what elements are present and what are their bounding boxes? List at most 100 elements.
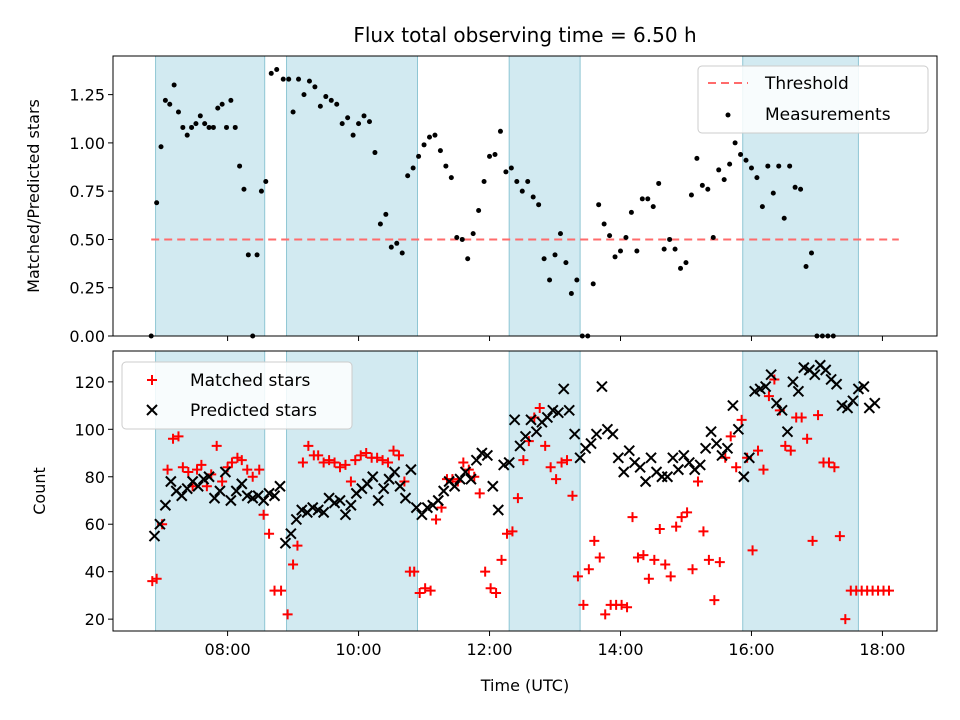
matched-point (682, 507, 693, 518)
predicted-point (738, 471, 750, 483)
measurement-point (210, 124, 216, 130)
measurement-point (541, 256, 547, 262)
predicted-point (372, 494, 384, 507)
measurement-point (596, 202, 602, 208)
matched-point (763, 391, 774, 402)
measurement-point (175, 109, 181, 115)
matched-point (501, 528, 512, 539)
predicted-point (339, 509, 352, 521)
measurement-point (514, 179, 520, 185)
matched-point (324, 455, 335, 466)
measurement-point (487, 153, 493, 159)
ratio-panel-frame (112, 55, 938, 337)
predicted-point (841, 402, 854, 414)
predicted-point (334, 494, 346, 507)
measurement-point (634, 248, 640, 254)
measurement-point (590, 281, 596, 287)
matched-point (496, 554, 507, 565)
predicted-point (236, 478, 248, 490)
matched-point (361, 448, 372, 459)
measurement-point (154, 200, 160, 206)
y-tick-label: 0.50 (69, 230, 105, 249)
measurement-point (224, 124, 230, 130)
predicted-point (645, 452, 657, 464)
predicted-point (759, 380, 772, 393)
y-tick-label: 1.25 (69, 86, 105, 105)
matched-point (654, 523, 665, 534)
matched-point (545, 462, 556, 473)
measurement-point (263, 179, 269, 185)
measurement-point (193, 121, 199, 127)
matched-point (474, 488, 485, 499)
matched-point (747, 545, 758, 556)
matched-point (192, 464, 203, 475)
predicted-point (770, 397, 783, 409)
measurement-point (237, 163, 243, 169)
matched-point (355, 450, 366, 461)
predicted-point (361, 478, 374, 490)
matched-point (425, 585, 436, 596)
predicted-point (710, 437, 723, 450)
predicted-point (776, 404, 788, 417)
predicted-point (721, 442, 734, 454)
predicted-point (574, 452, 586, 464)
predicted-point (410, 501, 423, 514)
predicted-point (367, 471, 379, 483)
predicted-point (705, 425, 717, 438)
predicted-point (432, 494, 444, 507)
predicted-point (781, 425, 794, 438)
measurement-point (312, 84, 318, 90)
legend-box (121, 361, 353, 430)
measurement-point (699, 182, 705, 188)
predicted-point (661, 471, 674, 483)
predicted-point (809, 369, 821, 381)
predicted-point (405, 463, 417, 476)
predicted-point (487, 480, 499, 492)
measurement-point (530, 194, 536, 200)
measurement-point (497, 128, 503, 134)
measurement-point (639, 196, 645, 202)
measurement-point (770, 190, 776, 196)
matched-point (151, 573, 162, 584)
matched-point (211, 440, 222, 451)
count-y-ticks: 20 40 60 80 100 120 (74, 373, 113, 629)
measurement-point (623, 235, 629, 241)
matched-point (551, 474, 562, 485)
matched-point (731, 462, 742, 473)
matched-point (665, 571, 676, 582)
predicted-point (230, 485, 243, 497)
x-tick-label: 18:00 (859, 640, 905, 659)
predicted-point (481, 449, 494, 462)
measurement-point (437, 148, 443, 154)
measurement-point (776, 163, 782, 169)
y-tick-label: 20 (85, 610, 105, 629)
measurement-point (377, 221, 383, 227)
matched-point (643, 573, 654, 584)
matched-point (692, 476, 703, 487)
measurement-point (547, 277, 553, 283)
matched-point (318, 457, 329, 468)
matched-point (600, 609, 611, 620)
predicted-point (377, 482, 390, 495)
predicted-point (317, 506, 330, 519)
matched-point (753, 445, 764, 456)
measurement-point (557, 231, 563, 237)
measurement-point (748, 165, 754, 171)
matched-point (622, 602, 633, 613)
measurement-point (189, 124, 195, 130)
predicted-point (519, 430, 532, 443)
y-tick-label: 100 (74, 420, 105, 439)
measurement-points (148, 67, 836, 339)
predicted-point (699, 442, 712, 454)
x-tick-label: 08:00 (205, 640, 251, 659)
ratio-y-ticks: 0.00 0.25 0.50 0.75 1.00 1.25 (69, 86, 113, 346)
matched-point (534, 402, 545, 413)
measurement-point (743, 157, 749, 163)
observing-window (508, 55, 581, 337)
measurement-point (383, 211, 389, 217)
matched-point (556, 457, 567, 468)
matched-point (834, 531, 845, 542)
matched-point (217, 476, 228, 487)
matched-point (162, 464, 173, 475)
matched-point (383, 457, 394, 468)
